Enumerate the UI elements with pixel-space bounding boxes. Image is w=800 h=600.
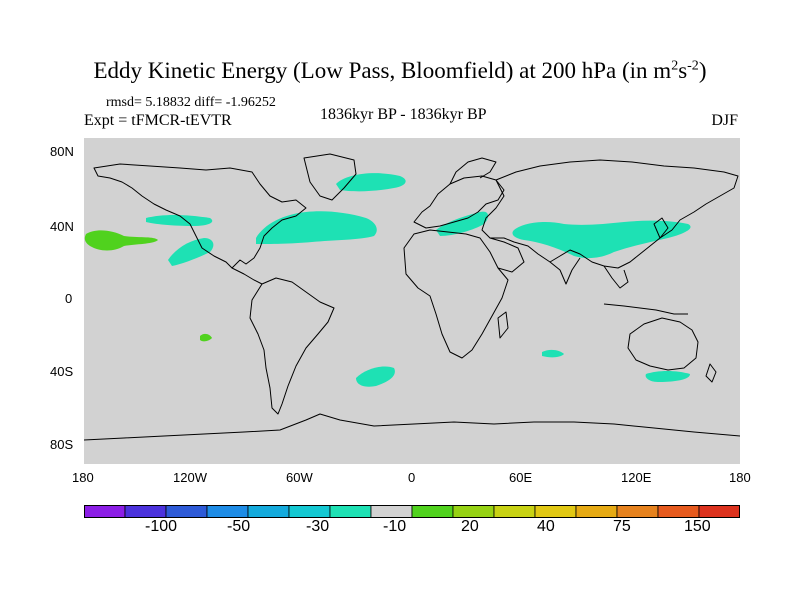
colorbar-box-6 [329,505,372,518]
coast-asia [481,159,739,269]
colorbar-boxes [84,505,740,518]
lat-label-80s: 80S [50,437,74,452]
coast-southeast-asia [603,265,629,289]
anomaly-blob-east-pacific [168,238,214,266]
coast-australia [627,317,699,371]
colorbar-box-7 [370,505,413,518]
lat-label-40s: 40S [50,364,74,379]
colorbar-box-10 [493,505,536,518]
anomaly-blob-north-atlantic [256,211,377,244]
lon-label-180e: 180 [729,470,751,485]
colorbar-box-0 [84,505,126,518]
anomaly-blob-south-pacific-green [200,333,212,342]
colorbar-label-n10: -10 [383,518,407,535]
colorbar-box-5 [288,505,331,518]
colorbar-box-2 [165,505,208,518]
coast-central-america [231,267,263,285]
season-label: DJF [711,112,738,129]
colorbar-label-n100: -100 [145,518,178,535]
coast-scandinavia [449,157,497,185]
lat-label-80n: 80N [50,144,74,159]
colorbar-label-n30: -30 [306,518,330,535]
lat-label-40n: 40N [50,219,74,234]
anomaly-blob-australia-south [645,371,690,382]
colorbar-box-3 [206,505,249,518]
lon-label-120e: 120E [621,470,652,485]
coast-antarctica [84,413,740,441]
coast-north-america [93,163,307,269]
lon-label-60e: 60E [509,470,533,485]
anomaly-blob-south-indian [542,349,564,358]
colorbar-frame [84,505,740,518]
colorbar-box-11 [534,505,577,518]
map-background [84,138,740,464]
anomaly-shading [84,173,691,387]
colorbar-box-15 [698,505,740,518]
colorbar-label-150: 150 [684,518,711,535]
plot-title: Eddy Kinetic Energy (Low Pass, Bloomfiel… [93,58,707,83]
colorbar-box-4 [247,505,290,518]
experiment-label: Expt = tFMCR-tEVTR [84,112,232,129]
colorbar [84,505,740,518]
anomaly-blob-eurasia [512,220,691,259]
coast-india [549,257,581,285]
coast-indonesia [603,303,688,315]
anomaly-blob-north-pacific [146,215,213,226]
colorbar-label-20: 20 [461,518,479,535]
stats-text: rmsd= 5.18832 diff= -1.96252 [106,95,276,110]
world-map [84,138,740,464]
coastlines [84,153,740,441]
colorbar-box-1 [124,505,167,518]
anomaly-blob-mediterranean [436,211,489,236]
anomaly-blob-south-atlantic [356,366,395,387]
lon-label-180w: 180 [72,470,94,485]
anomaly-blob-pacific-green [84,230,158,251]
colorbar-box-12 [575,505,618,518]
colorbar-label-75: 75 [613,518,631,535]
lat-label-0: 0 [65,291,73,306]
colorbar-label-n50: -50 [227,518,251,535]
coast-africa [403,229,509,359]
colorbar-box-13 [616,505,659,518]
lon-label-120w: 120W [173,470,207,485]
colorbar-box-8 [411,505,454,518]
lon-label-60w: 60W [286,470,313,485]
coast-new-zealand [705,363,717,383]
coast-greenland [303,153,357,201]
period-label: 1836kyr BP - 1836kyr BP [320,106,487,123]
coast-europe [413,175,505,229]
coast-south-america [249,277,335,415]
coast-madagascar [497,311,509,339]
colorbar-box-14 [657,505,700,518]
colorbar-box-9 [452,505,495,518]
coast-japan [653,217,669,239]
lon-label-0: 0 [408,470,416,485]
colorbar-label-40: 40 [537,518,555,535]
coast-arabia [489,237,525,273]
